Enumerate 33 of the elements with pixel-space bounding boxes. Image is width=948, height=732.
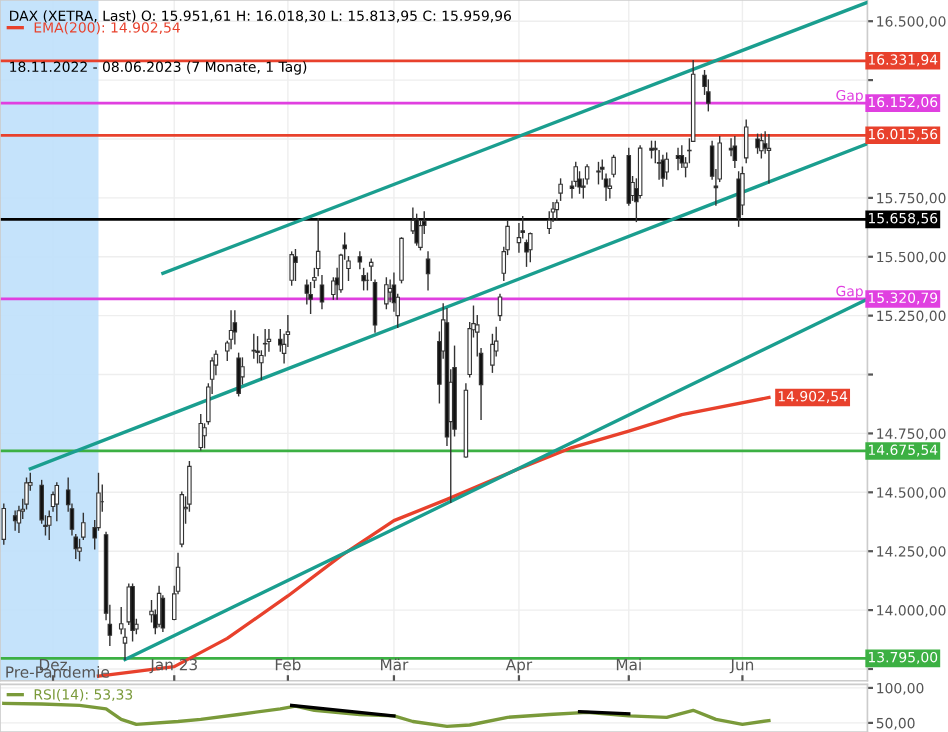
- candlestick: [16, 505, 22, 534]
- candlestick: [12, 510, 18, 531]
- candlestick: [232, 310, 238, 345]
- candlestick: [251, 333, 257, 359]
- candlestick: [399, 237, 404, 284]
- candlestick: [732, 135, 738, 168]
- candlestick: [425, 251, 431, 291]
- candlestick: [198, 413, 204, 451]
- candlestick: [1, 503, 7, 545]
- candlestick: [414, 213, 419, 246]
- candlestick: [293, 248, 298, 282]
- candlestick: [528, 232, 533, 263]
- candlestick: [236, 352, 241, 397]
- candlestick: [490, 333, 495, 373]
- candlestick: [497, 293, 503, 322]
- candlestick: [664, 152, 669, 180]
- candlestick: [766, 133, 772, 184]
- candlestick: [626, 147, 632, 206]
- candlestick: [759, 133, 764, 159]
- candlestick: [516, 223, 522, 253]
- line-series: [2, 701, 771, 729]
- candlestick: [611, 154, 616, 178]
- candlestick: [524, 239, 529, 267]
- candlestick: [384, 277, 389, 310]
- candlestick: [289, 251, 294, 286]
- candlestick: [54, 482, 60, 522]
- candlestick: [755, 133, 760, 154]
- candlestick: [156, 585, 162, 628]
- candlestick: [607, 178, 613, 199]
- candlestick: [736, 171, 741, 227]
- candlestick: [130, 583, 135, 642]
- candlestick: [596, 161, 601, 185]
- candlestick: [743, 119, 749, 164]
